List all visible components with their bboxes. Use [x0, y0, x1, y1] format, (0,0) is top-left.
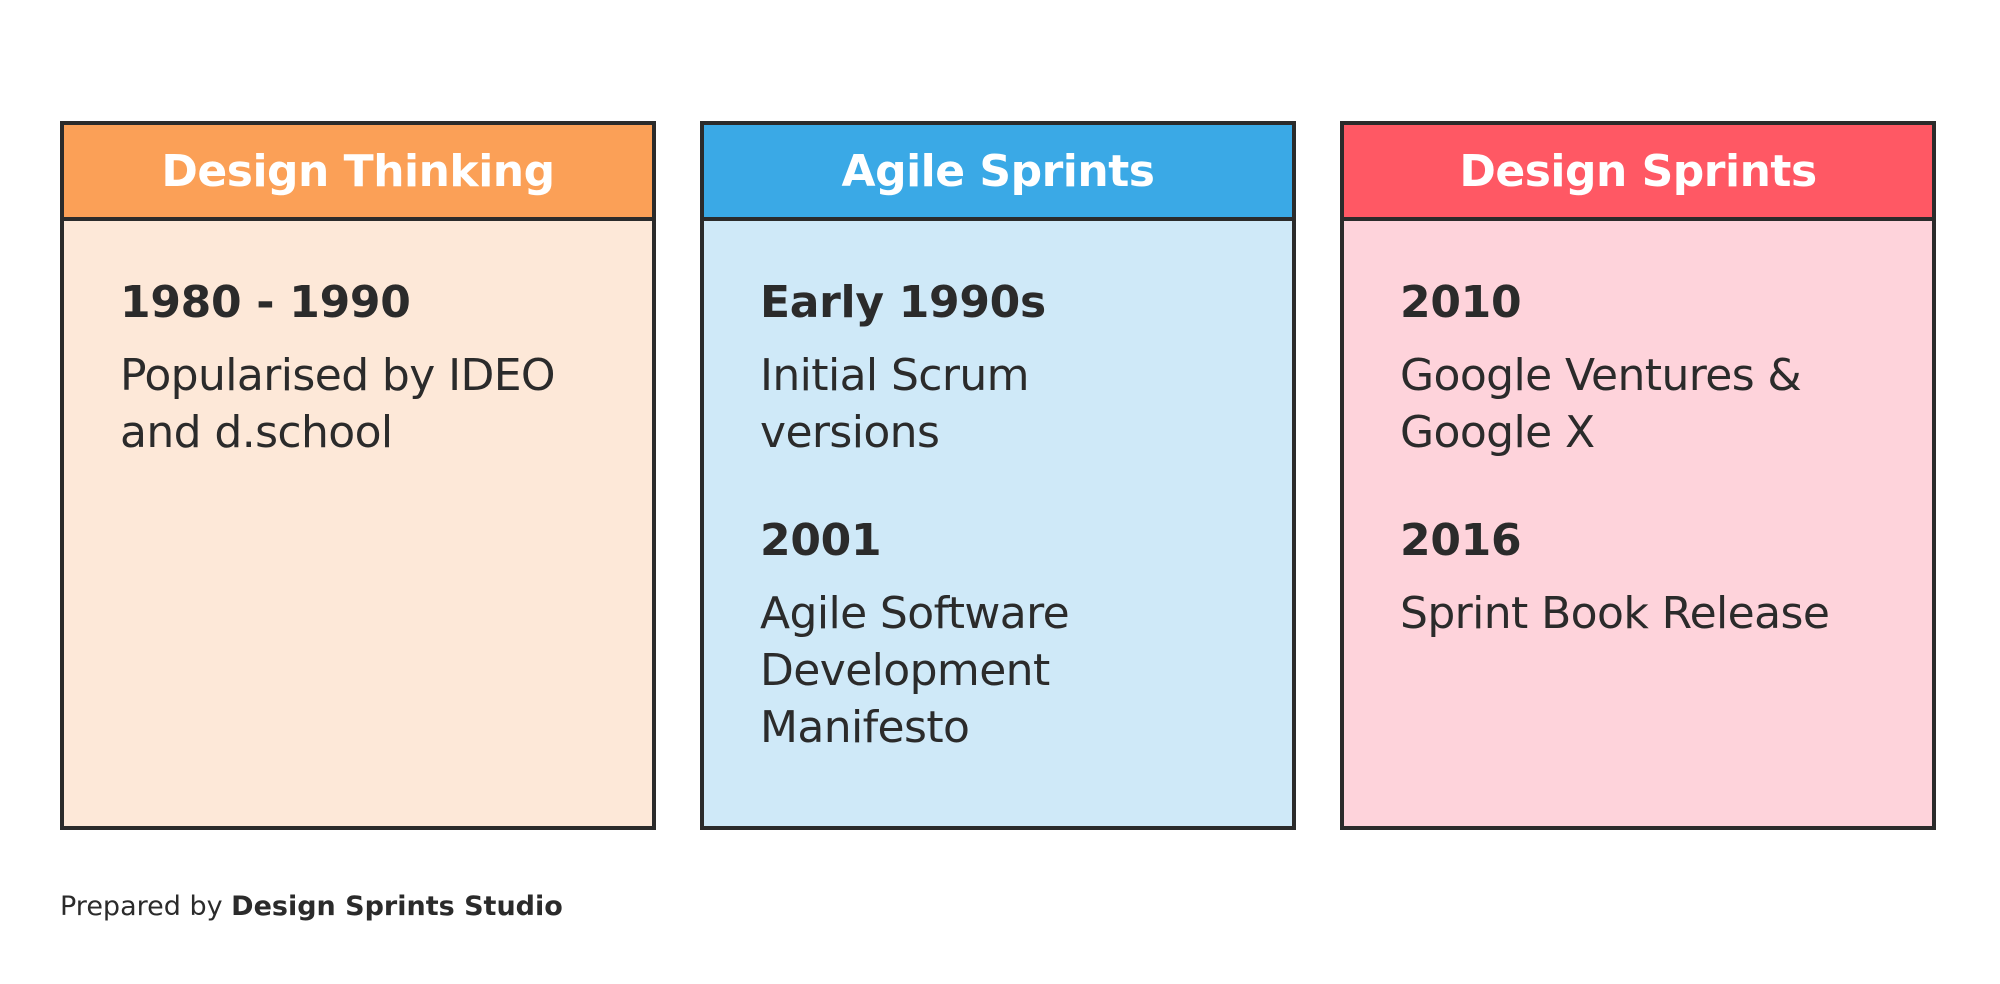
- entry-text: Google Ventures & Google X: [1400, 350, 1802, 458]
- column-body: Early 1990s Initial Scrum versions 2001 …: [704, 221, 1292, 756]
- timeline-entry: 1980 - 1990 Popularised by IDEO and d.sc…: [120, 275, 596, 461]
- timeline-entry: 2016 Sprint Book Release: [1400, 513, 1876, 642]
- column-title: Agile Sprints: [841, 145, 1155, 197]
- entry-year: 2016: [1400, 515, 1522, 566]
- column-body: 2010 Google Ventures & Google X 2016 Spr…: [1344, 221, 1932, 642]
- entry-year: 2010: [1400, 277, 1522, 328]
- timeline-entry: 2001 Agile Software Development Manifest…: [760, 513, 1236, 756]
- column-body: 1980 - 1990 Popularised by IDEO and d.sc…: [64, 221, 652, 461]
- footer-brand: Design Sprints Studio: [231, 891, 563, 922]
- entry-text: Sprint Book Release: [1400, 588, 1830, 639]
- column-header: Agile Sprints: [704, 125, 1292, 221]
- column-agile-sprints: Agile Sprints Early 1990s Initial Scrum …: [700, 121, 1296, 830]
- entry-year: 2001: [760, 515, 882, 566]
- column-title: Design Thinking: [161, 145, 555, 197]
- timeline-entry: 2010 Google Ventures & Google X: [1400, 275, 1876, 461]
- column-design-sprints: Design Sprints 2010 Google Ventures & Go…: [1340, 121, 1936, 830]
- column-title: Design Sprints: [1459, 145, 1817, 197]
- entry-text: Agile Software Development Manifesto: [760, 588, 1070, 753]
- column-design-thinking: Design Thinking 1980 - 1990 Popularised …: [60, 121, 656, 830]
- column-header: Design Thinking: [64, 125, 652, 221]
- footer-prefix: Prepared by: [60, 891, 232, 922]
- timeline-entry: Early 1990s Initial Scrum versions: [760, 275, 1236, 461]
- entry-text: Popularised by IDEO and d.school: [120, 350, 556, 458]
- entry-text: Initial Scrum versions: [760, 350, 1030, 458]
- entry-year: 1980 - 1990: [120, 277, 411, 328]
- column-header: Design Sprints: [1344, 125, 1932, 221]
- entry-year: Early 1990s: [760, 277, 1046, 328]
- footer-credit: Prepared by Design Sprints Studio: [60, 887, 563, 927]
